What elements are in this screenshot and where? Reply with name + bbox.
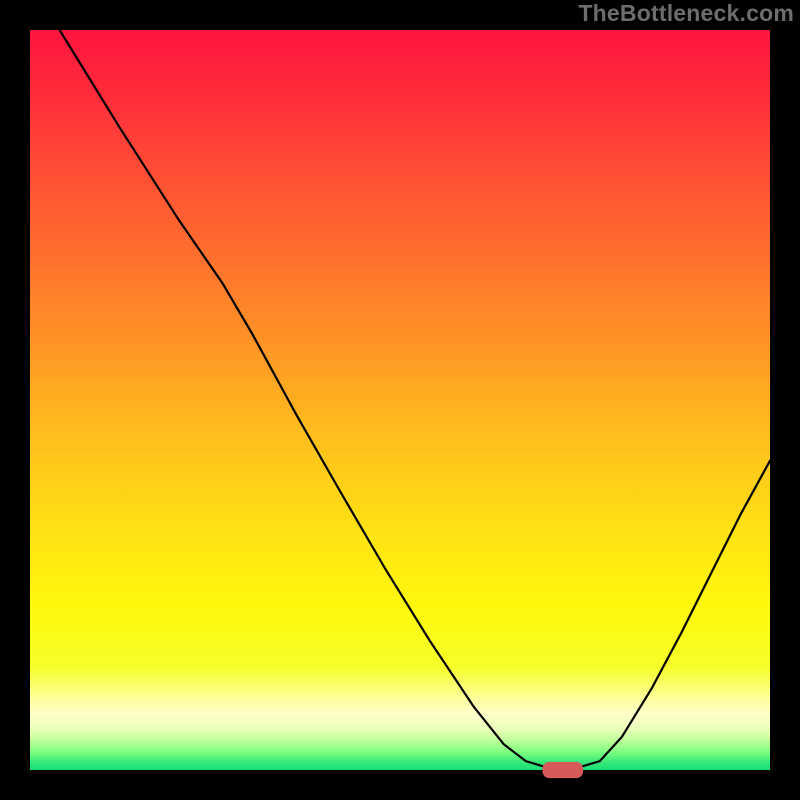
plot-gradient-background	[30, 30, 770, 770]
bottleneck-chart	[0, 0, 800, 800]
optimal-point-marker	[542, 762, 583, 778]
watermark-text: TheBottleneck.com	[578, 0, 794, 27]
chart-container: { "watermark": { "text": "TheBottleneck.…	[0, 0, 800, 800]
